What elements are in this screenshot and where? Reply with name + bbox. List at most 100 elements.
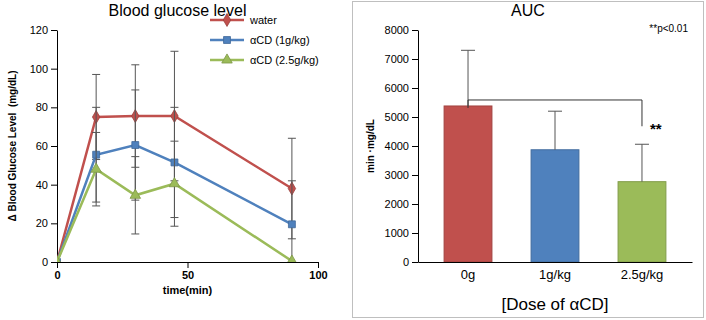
tick: 0g: [461, 262, 475, 282]
error-bar-part: [131, 156, 139, 157]
tick-mark: [412, 146, 418, 147]
error-bar-part: [555, 111, 556, 150]
error-bar-part: [170, 51, 178, 52]
tick-mark: [412, 233, 418, 234]
tick-label: 80: [36, 101, 48, 113]
tick-mark: [51, 223, 57, 224]
tick: 100: [30, 63, 57, 75]
tick-mark: [51, 69, 57, 70]
error-bar-part: [635, 144, 649, 145]
error-bar-part: [288, 138, 296, 139]
bar-chart: AUC 0 1000 2000 3000 4000 5000 6000 7000 8000 0g 1g…: [365, 2, 693, 314]
tick-label: 1000: [385, 227, 409, 239]
legend-label: water: [249, 14, 277, 26]
marker: [287, 255, 298, 262]
legend-marker: [224, 37, 231, 44]
tick: 120: [30, 24, 57, 36]
error-bar-part: [131, 89, 139, 90]
tick-label: 0: [54, 269, 60, 281]
marker: [57, 256, 62, 262]
tick-mark: [412, 175, 418, 176]
tick-label: 0: [403, 256, 409, 268]
legend-marker: [223, 14, 230, 27]
error-bar: [461, 50, 475, 106]
tick-label: 0g: [461, 267, 475, 282]
tick-label: 1g/kg: [539, 267, 571, 282]
axis: 050100: [54, 262, 327, 281]
tick: 8000: [385, 24, 418, 36]
bar: [618, 182, 666, 262]
legend-entry: αCD (2.5g/kg): [210, 54, 319, 66]
tick: 80: [36, 101, 57, 113]
tick: 6000: [385, 82, 418, 94]
tick: 1g/kg: [539, 262, 571, 282]
tick-mark: [51, 262, 57, 263]
tick: 2.5g/kg: [621, 262, 664, 282]
tick-label: 5000: [385, 111, 409, 123]
tick-label: 100: [30, 63, 48, 75]
tick-label: 60: [36, 140, 48, 152]
tick: 0: [54, 262, 60, 281]
tick-mark: [51, 146, 57, 147]
tick-label: 4000: [385, 140, 409, 152]
bar: [531, 150, 579, 262]
tick-label: 20: [36, 217, 48, 229]
tick-label: 0: [42, 256, 48, 268]
tick-mark: [412, 59, 418, 60]
tick-mark: [412, 117, 418, 118]
error-bar-part: [548, 111, 562, 112]
legend-label: αCD (1g/kg): [250, 34, 310, 46]
tick-mark: [412, 88, 418, 89]
tick: 1000: [385, 227, 418, 239]
legend-marker: [222, 54, 233, 63]
tick: 2000: [385, 198, 418, 210]
axis-line: [419, 262, 693, 263]
x-axis-title: [Dose of αCD]: [501, 295, 608, 314]
y-axis-title: min ·mg/dL: [365, 119, 376, 173]
tick: 40: [36, 179, 57, 191]
tick-label: 120: [30, 24, 48, 36]
error-bar-part: [92, 107, 100, 108]
tick-mark: [57, 262, 58, 268]
error-bar: [635, 144, 649, 181]
tick-label: 3000: [385, 169, 409, 181]
annotation: **p<0.01: [649, 23, 688, 34]
y-axis-title: Δ Blood Glucose Level (mg/dL): [7, 70, 18, 221]
tick-label: 8000: [385, 24, 409, 36]
error-bar-part: [468, 50, 469, 106]
tick-mark: [318, 262, 319, 268]
line-chart: Blood glucose level050100020406080100120…: [7, 2, 328, 296]
error-bar-part: [131, 233, 139, 234]
chart-title: AUC: [511, 2, 545, 19]
marker: [132, 142, 139, 149]
annotation: **: [650, 120, 662, 137]
plot-area: [57, 51, 297, 262]
tick-label: 7000: [385, 53, 409, 65]
error-bar-part: [92, 205, 100, 206]
axis-line: [418, 31, 419, 263]
significance-bracket: [468, 100, 642, 126]
legend-entry: water: [210, 14, 277, 27]
axis-line: [57, 31, 58, 263]
error-bar-part: [170, 226, 178, 227]
panel-frame: [353, 2, 704, 318]
error-bar: [548, 111, 562, 150]
error-bar-part: [92, 74, 100, 75]
error-bar-part: [170, 141, 178, 142]
marker: [169, 178, 180, 187]
axis: 0g 1g/kg 2.5g/kg: [419, 262, 693, 282]
marker: [91, 163, 102, 172]
marker: [130, 189, 141, 198]
series: [57, 132, 297, 262]
error-bar-part: [92, 132, 100, 133]
tick-label: 2.5g/kg: [621, 267, 664, 282]
tick-label: 6000: [385, 82, 409, 94]
series: [57, 90, 296, 262]
axis: 0 20 40 60 80 100 120: [30, 24, 58, 268]
tick-label: 2000: [385, 198, 409, 210]
tick-mark: [412, 204, 418, 205]
tick: 50: [182, 262, 194, 281]
tick-mark: [412, 30, 418, 31]
tick: 60: [36, 140, 57, 152]
series: [57, 51, 296, 262]
